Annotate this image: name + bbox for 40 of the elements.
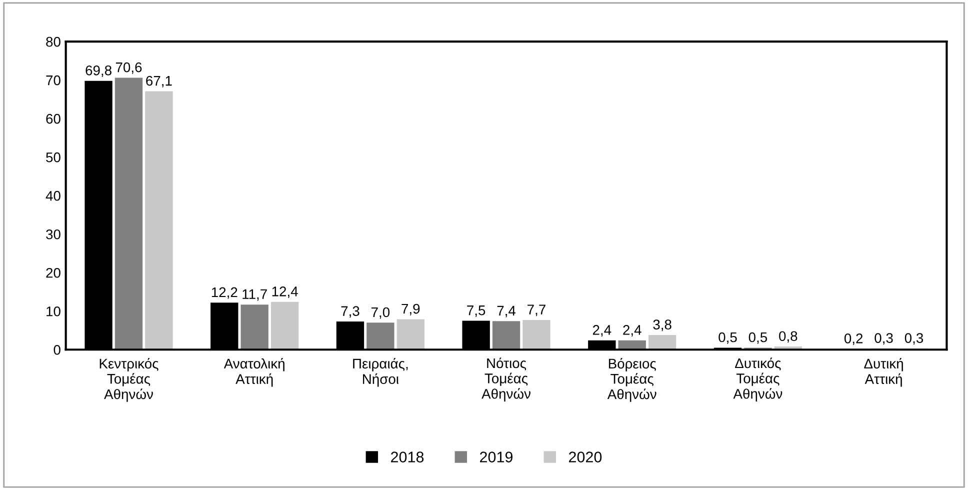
y-tick-label: 0 <box>54 344 60 355</box>
y-tick-label: 50 <box>46 152 60 162</box>
data-label: 0,5 <box>748 332 768 344</box>
data-label: 7,7 <box>528 304 546 316</box>
x-tick-label: Νότιος Τομέας Αθηνών <box>482 358 530 402</box>
data-label: 7,9 <box>402 304 420 316</box>
legend-label: 2020 <box>568 452 602 462</box>
y-tick-label: 10 <box>46 306 60 316</box>
legend-label: 2018 <box>391 452 424 462</box>
x-tick-label: Δυτική Αττική <box>864 358 903 387</box>
y-tick-label: 80 <box>46 36 60 47</box>
data-label: 0,2 <box>844 334 863 345</box>
data-label: 12,4 <box>272 286 298 298</box>
x-tick-label: Δυτικός Τομέας Αθηνών <box>733 358 782 402</box>
data-label: 2,4 <box>592 325 612 337</box>
data-label: 0,8 <box>779 331 798 343</box>
data-label: 11,7 <box>242 289 267 301</box>
data-label: 12,2 <box>212 287 238 299</box>
x-tick-label: Ανατολική Αττική <box>224 358 284 387</box>
data-label: 7,5 <box>467 306 486 317</box>
data-label: 0,3 <box>874 333 893 345</box>
y-tick-label: 30 <box>46 229 60 240</box>
data-label: 7,3 <box>341 306 360 318</box>
data-label: 69,8 <box>86 65 112 77</box>
data-label: 67,1 <box>146 76 172 88</box>
data-label: 7,0 <box>371 307 390 319</box>
y-tick-label: 70 <box>46 75 60 86</box>
y-tick-label: 20 <box>46 268 60 278</box>
data-label: 0,3 <box>904 333 924 345</box>
x-tick-label: Πειραιάς, Νήσοι <box>353 358 408 387</box>
data-label: 7,4 <box>497 306 516 318</box>
data-label: 0,5 <box>718 332 737 344</box>
y-tick-label: 60 <box>46 114 60 124</box>
data-label: 2,4 <box>623 325 642 337</box>
y-tick-label: 40 <box>46 190 60 201</box>
legend-label: 2019 <box>480 452 512 462</box>
data-label: 3,8 <box>653 320 672 332</box>
data-label: 70,6 <box>116 62 142 74</box>
x-tick-label: Βόρειος Τομέας Αθηνών <box>607 358 656 402</box>
x-tick-label: Κεντρικός Τομέας Αθηνών <box>100 358 158 402</box>
